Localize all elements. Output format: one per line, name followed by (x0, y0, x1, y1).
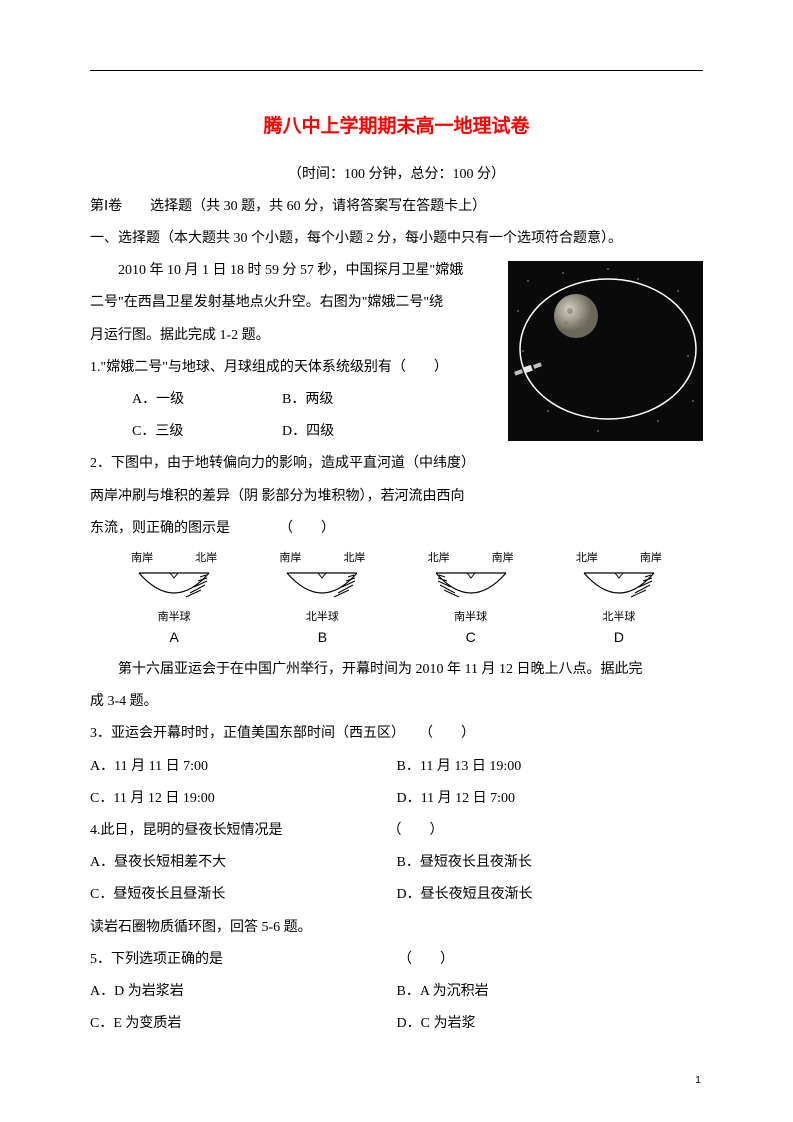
river-cross-section-icon (124, 565, 224, 603)
orbit-figure (508, 261, 703, 441)
page-number: 1 (695, 1068, 701, 1092)
q4-option-d: D．昼长夜短且夜渐长 (397, 879, 704, 911)
diagram-letter: B (257, 628, 387, 646)
bank-label-left: 北岸 (428, 551, 450, 565)
river-diagram-C: 北岸 南岸南半球 C (406, 551, 536, 646)
q5-intro: 读岩石圈物质循环图，回答 5-6 题。 (90, 912, 703, 944)
q3-intro-line2: 成 3-4 题。 (90, 686, 703, 718)
q5-option-a: A．D 为岩浆岩 (90, 976, 397, 1008)
hemisphere-label: 南半球 (109, 610, 239, 624)
section-part1: 第Ⅰ卷 选择题（共 30 题，共 60 分，请将答案写在答题卡上） (90, 191, 703, 223)
q5-option-c: C．E 为变质岩 (90, 1008, 397, 1040)
diagram-letter: C (406, 628, 536, 646)
q4-option-c: C．昼短夜长且昼渐长 (90, 879, 397, 911)
river-cross-section-icon (569, 565, 669, 603)
q4-option-a: A．昼夜长短相差不大 (90, 847, 397, 879)
q3-intro-line1: 第十六届亚运会于在中国广州举行，开幕时间为 2010 年 11 月 12 日晚上… (90, 654, 703, 686)
bank-label-right: 北岸 (343, 551, 365, 565)
q3-option-a: A．11 月 11 日 7:00 (90, 751, 397, 783)
bank-label-right: 北岸 (195, 551, 217, 565)
bank-label-left: 南岸 (279, 551, 301, 565)
diagram-letter: D (554, 628, 684, 646)
q1-option-a: A．一级 (132, 384, 282, 416)
river-cross-section-icon (272, 565, 372, 603)
question-3: 3．亚运会开幕时时，正值美国东部时间（西五区） （ ） (90, 718, 703, 750)
exam-title: 腾八中上学期期末高一地理试卷 (90, 105, 703, 149)
diagram-letter: A (109, 628, 239, 646)
q3-option-b: B．11 月 13 日 19:00 (397, 751, 704, 783)
exam-meta: （时间：100 分钟，总分：100 分） (90, 159, 703, 191)
hemisphere-label: 北半球 (554, 610, 684, 624)
section-instructions: 一、选择题（本大题共 30 个小题，每个小题 2 分，每小题中只有一个选项符合题… (90, 223, 703, 255)
hemisphere-label: 南半球 (406, 610, 536, 624)
bank-label-left: 北岸 (576, 551, 598, 565)
q1-option-b: B．两级 (282, 384, 432, 416)
question-2-line3: 东流，则正确的图示是 （ ） (90, 513, 703, 545)
river-diagram-D: 北岸 南岸北半球 D (554, 551, 684, 646)
bank-label-right: 南岸 (640, 551, 662, 565)
question-2-line1: 2．下图中，由于地转偏向力的影响，造成平直河道（中纬度） (90, 448, 703, 480)
top-rule (90, 70, 703, 71)
q4-option-b: B．昼短夜长且夜渐长 (397, 847, 704, 879)
q3-option-d: D．11 月 12 日 7:00 (397, 783, 704, 815)
q1-option-c: C．三级 (132, 416, 282, 448)
river-diagram-B: 南岸 北岸北半球 B (257, 551, 387, 646)
q3-option-c: C．11 月 12 日 19:00 (90, 783, 397, 815)
river-diagram-A: 南岸 北岸南半球 A (109, 551, 239, 646)
q5-option-b: B．A 为沉积岩 (397, 976, 704, 1008)
question-5: 5．下列选项正确的是 （ ） (90, 944, 703, 976)
river-cross-section-icon (421, 565, 521, 603)
bank-label-left: 南岸 (131, 551, 153, 565)
question-2-line2: 两岸冲刷与堆积的差异（阴 影部分为堆积物），若河流由西向 (90, 481, 703, 513)
river-diagram-row: 南岸 北岸南半球 A 南岸 北岸北半球 B 北岸 南岸南半球 C 北岸 南岸北半球 D (90, 551, 703, 646)
bank-label-right: 南岸 (492, 551, 514, 565)
q1-option-d: D．四级 (282, 416, 432, 448)
question-4: 4.此日，昆明的昼夜长短情况是 （ ） (90, 815, 703, 847)
hemisphere-label: 北半球 (257, 610, 387, 624)
q5-option-d: D．C 为岩浆 (397, 1008, 704, 1040)
